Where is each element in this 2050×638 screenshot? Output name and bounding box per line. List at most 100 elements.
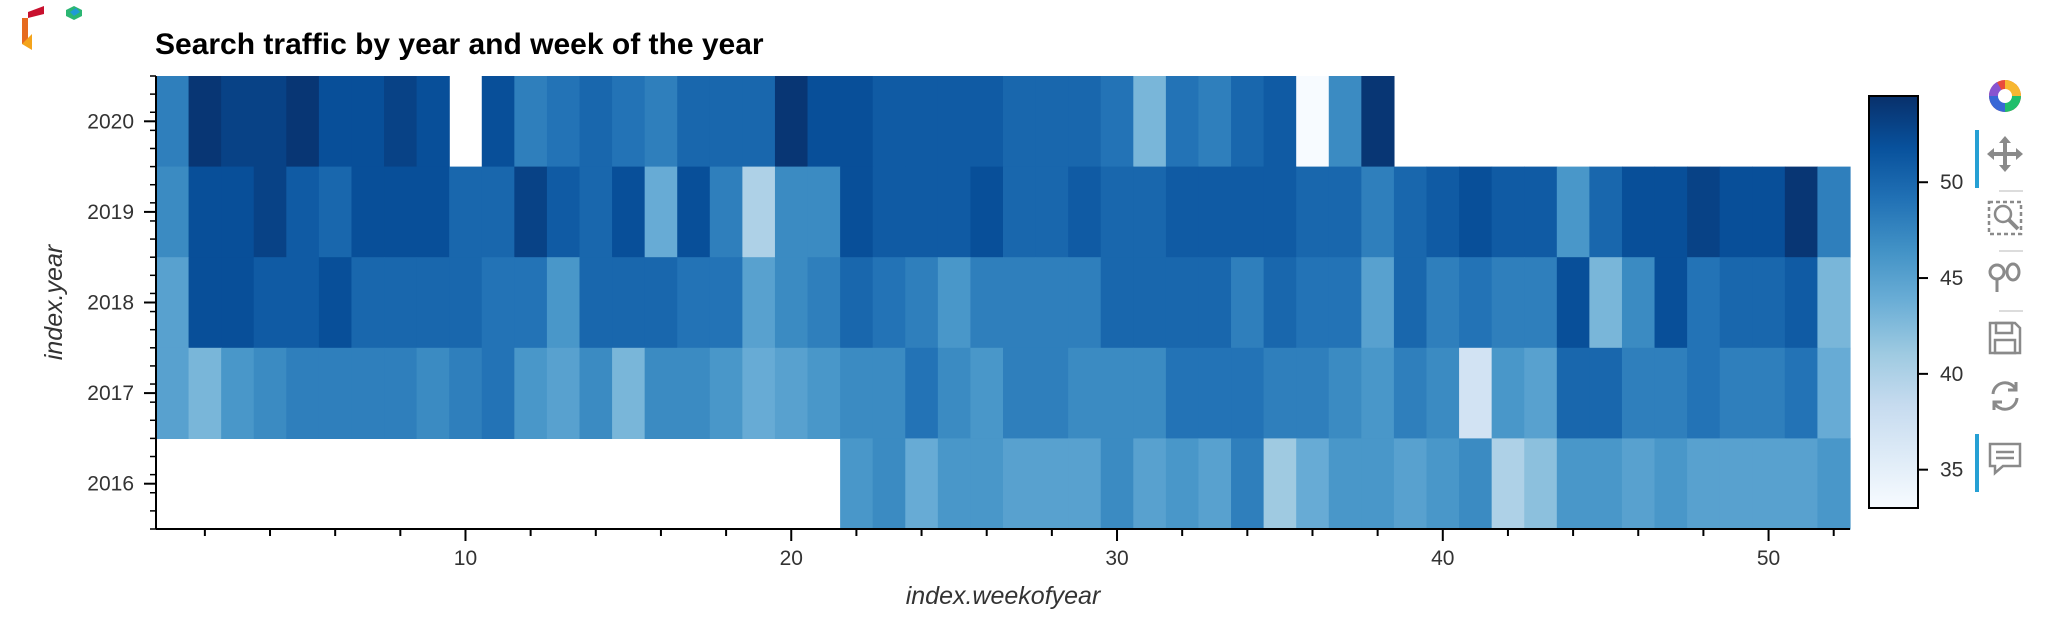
- heatmap-cell-2017-w10[interactable]: [449, 347, 483, 439]
- heatmap-cell-2019-w42[interactable]: [1491, 166, 1525, 258]
- heatmap-cell-2020-w6[interactable]: [318, 76, 353, 168]
- heatmap-cell-2017-w23[interactable]: [872, 347, 906, 439]
- heatmap-cell-2017-w31[interactable]: [1133, 347, 1167, 439]
- heatmap-cell-2020-w5[interactable]: [286, 76, 320, 168]
- heatmap-cell-2017-w41[interactable]: [1459, 347, 1493, 439]
- heatmap-cell-2018-w10[interactable]: [449, 257, 483, 349]
- heatmap-cell-2017-w47[interactable]: [1654, 347, 1688, 439]
- heatmap-cell-2017-w9[interactable]: [416, 347, 450, 439]
- heatmap-cell-2019-w31[interactable]: [1133, 166, 1167, 258]
- heatmap-cell-2016-w44[interactable]: [1556, 438, 1590, 530]
- heatmap-cell-2019-w9[interactable]: [416, 166, 450, 258]
- heatmap-cell-2017-w49[interactable]: [1719, 347, 1753, 439]
- heatmap-cell-2020-w37[interactable]: [1328, 76, 1362, 168]
- heatmap-cell-2018-w23[interactable]: [872, 257, 906, 349]
- heatmap-cell-2020-w24[interactable]: [905, 76, 939, 168]
- heatmap-cell-2018-w17[interactable]: [677, 257, 711, 349]
- heatmap-cell-2018-w30[interactable]: [1100, 257, 1134, 349]
- heatmap-cell-2017-w5[interactable]: [286, 347, 320, 439]
- heatmap-cell-2020-w36[interactable]: [1296, 76, 1330, 168]
- heatmap-cell-2017-w45[interactable]: [1589, 347, 1623, 439]
- heatmap-cell-2020-w3[interactable]: [221, 76, 255, 168]
- heatmap-cell-2019-w48[interactable]: [1687, 166, 1721, 258]
- heatmap-cell-2016-w50[interactable]: [1752, 438, 1786, 530]
- heatmap-cell-2018-w34[interactable]: [1231, 257, 1265, 349]
- heatmap-cell-2016-w25[interactable]: [937, 438, 972, 530]
- heatmap-cell-2019-w12[interactable]: [514, 166, 548, 258]
- heatmap-cell-2016-w26[interactable]: [970, 438, 1004, 530]
- heatmap-cell-2020-w23[interactable]: [872, 76, 906, 168]
- heatmap-cell-2019-w37[interactable]: [1328, 166, 1362, 258]
- heatmap-cell-2019-w24[interactable]: [905, 166, 939, 258]
- heatmap-cell-2020-w26[interactable]: [970, 76, 1004, 168]
- heatmap-cell-2017-w37[interactable]: [1328, 347, 1362, 439]
- heatmap-cell-2018-w28[interactable]: [1035, 257, 1069, 349]
- heatmap-cell-2016-w35[interactable]: [1263, 438, 1297, 530]
- heatmap-cell-2018-w43[interactable]: [1524, 257, 1558, 349]
- heatmap-cell-2017-w14[interactable]: [579, 347, 613, 439]
- heatmap-cell-2017-w18[interactable]: [709, 347, 743, 439]
- heatmap-cell-2017-w11[interactable]: [481, 347, 515, 439]
- heatmap-cell-2019-w7[interactable]: [351, 166, 385, 258]
- heatmap-cell-2018-w44[interactable]: [1556, 257, 1590, 349]
- heatmap-cell-2017-w34[interactable]: [1231, 347, 1265, 439]
- heatmap-cell-2019-w47[interactable]: [1654, 166, 1688, 258]
- heatmap-cell-2019-w8[interactable]: [384, 166, 418, 258]
- heatmap-cell-2018-w47[interactable]: [1654, 257, 1688, 349]
- heatmap-cell-2017-w27[interactable]: [1003, 347, 1037, 439]
- heatmap-cell-2020-w28[interactable]: [1035, 76, 1069, 168]
- heatmap-cell-2018-w5[interactable]: [286, 257, 320, 349]
- heatmap-cell-2019-w40[interactable]: [1426, 166, 1460, 258]
- heatmap-cell-2019-w43[interactable]: [1524, 166, 1558, 258]
- heatmap-cell-2020-w25[interactable]: [937, 76, 972, 168]
- heatmap-cell-2016-w49[interactable]: [1719, 438, 1753, 530]
- heatmap-cell-2018-w15[interactable]: [612, 257, 646, 349]
- heatmap-cell-2017-w33[interactable]: [1198, 347, 1232, 439]
- heatmap-cell-2018-w32[interactable]: [1165, 257, 1200, 349]
- heatmap-cell-2019-w32[interactable]: [1165, 166, 1200, 258]
- heatmap-cell-2017-w21[interactable]: [807, 347, 841, 439]
- heatmap-cell-2019-w14[interactable]: [579, 166, 613, 258]
- heatmap-cell-2019-w25[interactable]: [937, 166, 972, 258]
- heatmap-cell-2019-w2[interactable]: [188, 166, 222, 258]
- save-icon[interactable]: [1975, 310, 2035, 366]
- heatmap-cell-2018-w2[interactable]: [188, 257, 222, 349]
- heatmap-cell-2016-w42[interactable]: [1491, 438, 1525, 530]
- heatmap-cell-2019-w27[interactable]: [1003, 166, 1037, 258]
- heatmap-cell-2017-w32[interactable]: [1165, 347, 1200, 439]
- heatmap-cell-2018-w37[interactable]: [1328, 257, 1362, 349]
- heatmap-cell-2018-w40[interactable]: [1426, 257, 1460, 349]
- heatmap-cell-2019-w1[interactable]: [156, 166, 190, 258]
- heatmap-cell-2018-w38[interactable]: [1361, 257, 1395, 349]
- heatmap-cell-2018-w42[interactable]: [1491, 257, 1525, 349]
- heatmap-cell-2019-w6[interactable]: [318, 166, 353, 258]
- heatmap-cell-2020-w15[interactable]: [612, 76, 646, 168]
- heatmap-cell-2016-w32[interactable]: [1165, 438, 1200, 530]
- heatmap-cell-2016-w51[interactable]: [1784, 438, 1819, 530]
- heatmap-cell-2020-w30[interactable]: [1100, 76, 1134, 168]
- heatmap-cell-2017-w39[interactable]: [1393, 347, 1428, 439]
- heatmap-cell-2020-w31[interactable]: [1133, 76, 1167, 168]
- heatmap-cell-2017-w40[interactable]: [1426, 347, 1460, 439]
- heatmap-cell-2018-w20[interactable]: [774, 257, 809, 349]
- reset-icon[interactable]: [1975, 368, 2035, 424]
- heatmap-cell-2018-w11[interactable]: [481, 257, 515, 349]
- heatmap-cell-2016-w33[interactable]: [1198, 438, 1232, 530]
- heatmap-cell-2020-w22[interactable]: [840, 76, 874, 168]
- heatmap-cell-2017-w2[interactable]: [188, 347, 222, 439]
- heatmap-cell-2017-w50[interactable]: [1752, 347, 1786, 439]
- heatmap-cell-2017-w30[interactable]: [1100, 347, 1134, 439]
- heatmap-cell-2018-w52[interactable]: [1817, 257, 1851, 349]
- heatmap-cell-2019-w26[interactable]: [970, 166, 1004, 258]
- heatmap-cell-2016-w22[interactable]: [840, 438, 874, 530]
- heatmap-cell-2018-w46[interactable]: [1621, 257, 1656, 349]
- heatmap-cell-2016-w47[interactable]: [1654, 438, 1688, 530]
- heatmap-cell-2019-w52[interactable]: [1817, 166, 1851, 258]
- heatmap-cell-2017-w7[interactable]: [351, 347, 385, 439]
- heatmap-cell-2016-w36[interactable]: [1296, 438, 1330, 530]
- heatmap-cell-2020-w32[interactable]: [1165, 76, 1200, 168]
- heatmap-cell-2019-w46[interactable]: [1621, 166, 1656, 258]
- heatmap-cell-2016-w23[interactable]: [872, 438, 906, 530]
- heatmap-cell-2018-w35[interactable]: [1263, 257, 1297, 349]
- heatmap-cell-2018-w45[interactable]: [1589, 257, 1623, 349]
